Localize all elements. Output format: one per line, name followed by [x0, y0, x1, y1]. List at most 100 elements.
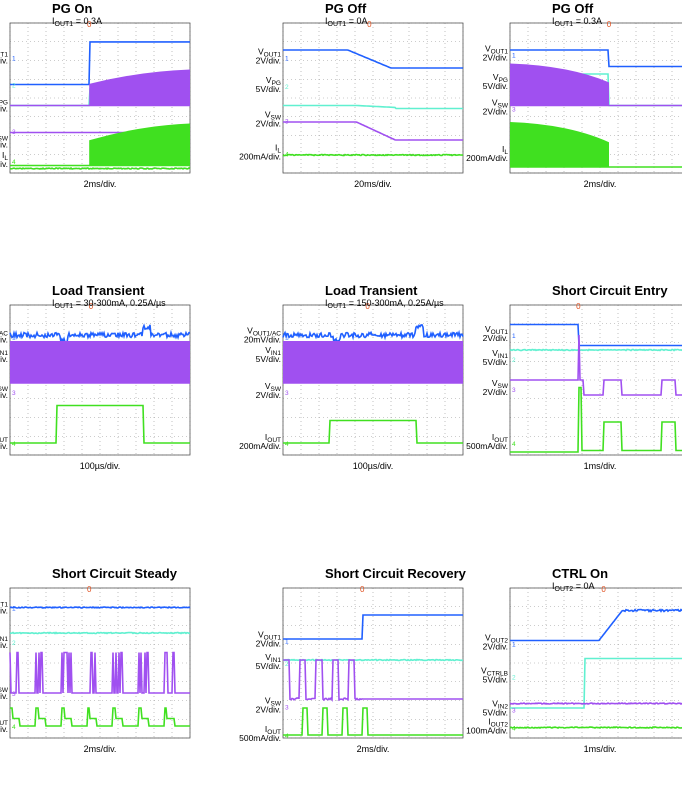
trace-v-out1: [9, 606, 191, 610]
channel-tag: 1: [12, 56, 16, 63]
x-axis-label: 2ms/div.: [84, 179, 117, 189]
channel-tag: 2: [512, 357, 516, 364]
channel-tag: 3: [285, 119, 289, 126]
channel-tag: 1: [285, 56, 289, 63]
channel-tag: 4: [12, 441, 16, 448]
channel-tag: 2: [12, 83, 16, 90]
channel-scale: 50mV/div.: [0, 335, 8, 345]
trigger-marker: 0: [360, 585, 365, 594]
channel-scale: 2V/div.: [0, 691, 8, 701]
panel-title: CTRL On: [552, 566, 608, 581]
trace-i-out: [283, 419, 463, 444]
trace-v-ctrlb: [510, 657, 682, 709]
panel-subtitle: IOUT2 = 0A: [552, 581, 594, 593]
trace-v-in1: [509, 348, 682, 352]
panel-subtitle: IOUT1 = 150-300mA, 0.25A/µs: [325, 298, 444, 310]
trigger-marker: 0: [576, 302, 581, 311]
trigger-marker: 0: [365, 302, 370, 311]
channel-scale: 2V/div.: [483, 642, 508, 652]
scope-panel-7: 0VOUT12V/div.1VIN15V/div.2VSW2V/div.3IOU…: [0, 566, 191, 754]
channel-tag: 1: [512, 642, 516, 649]
scope-panel-5: 0VOUT1/AC20mV/div.1VIN15V/div.2VSW2V/div…: [239, 283, 464, 471]
channel-scale: 5V/div.: [483, 81, 508, 91]
scope-panel-1: 0VOUT12V/div.12VPG5V/div.3VSW2V/div.IL20…: [0, 1, 191, 189]
channel-tag: 3: [512, 387, 516, 394]
channel-label: IL: [502, 144, 508, 156]
grid: [282, 587, 464, 739]
channel-label: VOUT1/AC: [0, 326, 8, 338]
channel-tag: 1: [285, 639, 289, 646]
channel-tag: 2: [285, 84, 289, 91]
trigger-marker: 0: [367, 20, 372, 29]
trace-v-pg: [283, 104, 463, 110]
channel-label: IL: [2, 150, 8, 162]
channel-scale: 5V/div.: [256, 84, 281, 94]
trace-v-out1-ac: [282, 324, 464, 346]
trace-v-sw: [283, 341, 463, 383]
channel-scale: 5V/div.: [483, 708, 508, 718]
channel-scale: 2V/div.: [0, 390, 8, 400]
channel-scale: 2V/div.: [256, 56, 281, 66]
panel-subtitle: IOUT1 = 30-300mA, 0.25A/µs: [52, 298, 166, 310]
channel-tag: 4: [512, 441, 516, 448]
panel-subtitle: IOUT1 = 0.3A: [52, 16, 102, 28]
channel-tag: 2: [512, 675, 516, 682]
channel-scale: 5V/div.: [0, 104, 8, 114]
scope-panel-3: 0VOUT12V/div.1VPG5V/div.2VSW2V/div.3IL20…: [466, 1, 682, 189]
channel-scale: 200mA/div.: [239, 152, 281, 162]
trace-v-out1: [10, 41, 190, 86]
trace-i-out: [10, 404, 190, 444]
trace-i-out: [510, 386, 682, 453]
channel-scale: 2V/div.: [256, 639, 281, 649]
channel-label: IOUT: [0, 715, 8, 727]
x-axis-label: 20ms/div.: [354, 179, 392, 189]
channel-scale: 200mA/div.: [0, 441, 8, 451]
trace-v-sw: [9, 651, 190, 694]
trace-v-in1: [282, 658, 463, 662]
channel-scale: 5V/div.: [0, 354, 8, 364]
channel-scale: 200mA/div.: [239, 441, 281, 451]
trace-i-l: [510, 122, 609, 167]
x-axis-label: 100µs/div.: [353, 461, 394, 471]
channel-scale: 500mA/div.: [466, 441, 508, 451]
x-axis-label: 1ms/div.: [584, 744, 617, 754]
x-axis-label: 2ms/div.: [357, 744, 390, 754]
channel-tag: 3: [12, 691, 16, 698]
channel-label: IL: [275, 143, 281, 155]
channel-tag: 1: [12, 335, 16, 342]
channel-label: VIN1: [0, 631, 8, 643]
channel-scale: 20mV/div.: [244, 335, 281, 345]
channel-tag: 1: [512, 53, 516, 60]
channel-tag: 2: [12, 640, 16, 647]
trace-i-out2: [509, 726, 682, 729]
trace-v-sw: [283, 121, 463, 141]
channel-label: VSW: [0, 682, 9, 694]
trace-v-in1: [10, 631, 191, 635]
channel-scale: 5V/div.: [256, 661, 281, 671]
trigger-marker: 0: [607, 20, 612, 29]
channel-tag: 4: [12, 159, 16, 166]
channel-label: VIN1: [0, 345, 8, 357]
x-axis-label: 2ms/div.: [84, 744, 117, 754]
channel-tag: 1: [285, 335, 289, 342]
channel-scale: 2V/div.: [256, 705, 281, 715]
plot-frame: [282, 22, 464, 174]
trace-v-sw: [89, 123, 190, 166]
trigger-marker: 0: [89, 302, 94, 311]
scope-panel-4: 0VOUT1/AC50mV/div.1VIN15V/div.2VSW2V/div…: [0, 283, 191, 471]
grid: [509, 587, 682, 739]
trace-v-sw: [10, 341, 190, 383]
channel-scale: 5V/div.: [483, 675, 508, 685]
channel-scale: 2V/div.: [256, 119, 281, 129]
channel-tag: 1: [512, 333, 516, 340]
channel-tag: 4: [285, 733, 289, 740]
channel-scale: 2V/div.: [483, 387, 508, 397]
channel-tag: 3: [512, 107, 516, 114]
panel-title: PG Off: [552, 1, 594, 16]
trace-v-in2: [509, 702, 682, 705]
panel-title: Short Circuit Steady: [52, 566, 178, 581]
channel-scale: 200mA/div.: [466, 153, 508, 163]
